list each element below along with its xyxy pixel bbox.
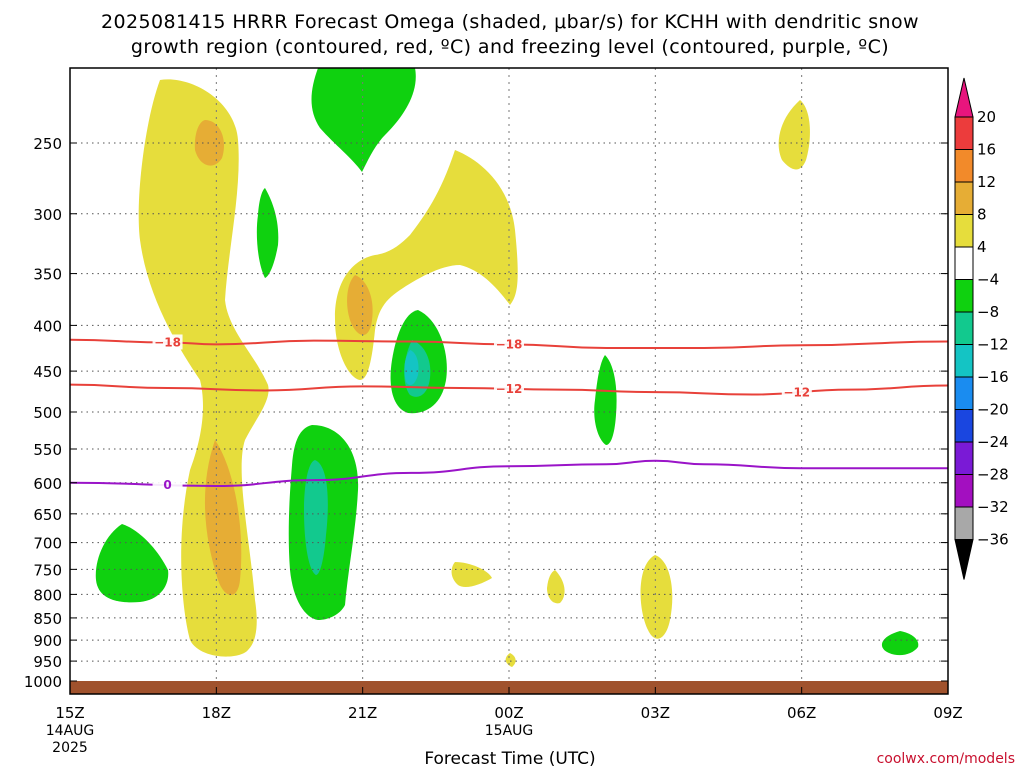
colorbar-label-9: −20 <box>977 401 1009 419</box>
shade-yellow-2 <box>334 150 518 380</box>
colorbar-swatch-1 <box>954 116 974 150</box>
y-tick-label-750: 750 <box>33 561 62 579</box>
colorbar-label-2: 12 <box>977 173 996 191</box>
shade-yellow-3 <box>778 100 810 170</box>
y-tick-label-550: 550 <box>33 441 62 459</box>
shade-green-5 <box>594 355 617 445</box>
colorbar-label-4: 4 <box>977 238 987 256</box>
y-tick-label-500: 500 <box>33 404 62 422</box>
x-tick-label-9: 00Z <box>494 704 523 722</box>
colorbar-swatch-5 <box>954 246 974 280</box>
colorbar-swatch-2 <box>954 149 974 183</box>
contour-label-bg <box>494 336 524 352</box>
y-tick-label-250: 250 <box>33 135 62 153</box>
y-tick-label-450: 450 <box>33 363 62 381</box>
colorbar-label-12: −32 <box>977 498 1009 516</box>
contour-label-bg <box>152 476 183 492</box>
colorbar-swatch-13 <box>954 506 974 540</box>
contour-label-bg <box>152 334 183 350</box>
y-tick-label-400: 400 <box>33 317 62 335</box>
colorbar-swatch-3 <box>954 181 974 215</box>
shade-green-6 <box>95 524 169 603</box>
contour-label--12-0: −12 <box>496 382 523 396</box>
y-tick-label-850: 850 <box>33 610 62 628</box>
y-tick-label-950: 950 <box>33 653 62 671</box>
shaded-omega-field <box>95 68 919 667</box>
x-tick-label-0: 15Z <box>55 704 84 722</box>
colorbar-swatch-4 <box>954 214 974 248</box>
x-tick-label-15: 06Z <box>787 704 816 722</box>
site-credit: coolwx.com/models <box>877 751 1015 767</box>
shade-green-1 <box>311 68 416 172</box>
shade-orange-2 <box>204 440 242 595</box>
x-tick-sublabel-date-9: 15AUG <box>485 723 534 739</box>
x-tick-sublabel-year-0: 2025 <box>52 740 88 756</box>
contour-label--12-1: −12 <box>783 385 810 399</box>
y-tick-label-650: 650 <box>33 506 62 524</box>
colorbar-swatch-11 <box>954 441 974 475</box>
x-tick-label-18: 09Z <box>933 704 962 722</box>
colorbar-label-5: −4 <box>977 271 999 289</box>
contour-line-0 <box>69 459 948 487</box>
contour-label--18-0: −18 <box>154 335 181 349</box>
x-axis-label: Forecast Time (UTC) <box>424 749 595 768</box>
colorbar-label-13: −36 <box>977 531 1009 549</box>
chart-title-line1: 2025081415 HRRR Forecast Omega (shaded, … <box>101 11 919 33</box>
colorbar-label-1: 16 <box>977 141 996 159</box>
colorbar-label-6: −8 <box>977 303 999 321</box>
shade-yellow-6 <box>640 555 673 639</box>
y-tick-label-800: 800 <box>33 586 62 604</box>
colorbar-label-3: 8 <box>977 206 987 224</box>
chart-title-line2: growth region (contoured, red, ºC) and f… <box>131 36 889 58</box>
contour-label-0-0: 0 <box>163 478 171 492</box>
y-tick-label-600: 600 <box>33 475 62 493</box>
colorbar-label-0: 20 <box>977 108 996 126</box>
contour-labels: −18 −18 −12 −12 0 <box>152 334 812 492</box>
shade-yellow-5 <box>547 570 565 604</box>
y-tick-label-900: 900 <box>33 632 62 650</box>
colorbar-label-11: −28 <box>977 466 1009 484</box>
contour-label-bg <box>494 380 524 396</box>
colorbar-swatch-7 <box>954 311 974 345</box>
x-tick-label-12: 03Z <box>641 704 670 722</box>
colorbar-swatch-9 <box>954 376 974 410</box>
x-tick-label-3: 18Z <box>202 704 231 722</box>
grid-lines <box>70 68 948 694</box>
colorbar-cap-bottom <box>954 539 974 580</box>
shade-green-2 <box>256 188 279 278</box>
shade-yellow-4 <box>451 562 492 588</box>
colorbar-swatch-10 <box>954 409 974 443</box>
colorbar-label-7: −12 <box>977 336 1009 354</box>
colorbar-cap-top <box>954 77 974 118</box>
x-tick-label-6: 21Z <box>348 704 377 722</box>
colorbar-swatch-8 <box>954 344 974 378</box>
y-tick-label-700: 700 <box>33 535 62 553</box>
contour-label-bg <box>781 384 812 400</box>
colorbar-label-8: −16 <box>977 368 1009 386</box>
y-tick-label-1000: 1000 <box>24 673 62 691</box>
contour-line--18 <box>69 338 949 350</box>
colorbar-swatch-6 <box>954 279 974 313</box>
colorbar-label-10: −24 <box>977 433 1009 451</box>
y-tick-label-350: 350 <box>33 266 62 284</box>
shade-green-7 <box>881 631 919 656</box>
shade-cyan-1 <box>404 350 419 386</box>
colorbar-swatch-12 <box>954 474 974 508</box>
contour-label--18-1: −18 <box>496 337 523 351</box>
shade-teal-2 <box>304 460 328 575</box>
colorbar: 20 16 12 8 4 −4 −8 −12 −16 −20 −24 −28 −32 −36 <box>954 77 1009 580</box>
shade-yellow-7 <box>505 653 516 667</box>
y-tick-label-300: 300 <box>33 206 62 224</box>
shade-orange-3 <box>347 275 373 336</box>
y-axis-ticks: 250 300 350 400 450 500 550 600 650 700 750 800 850 9… <box>24 135 948 691</box>
x-tick-sublabel-date-0: 14AUG <box>46 723 95 739</box>
